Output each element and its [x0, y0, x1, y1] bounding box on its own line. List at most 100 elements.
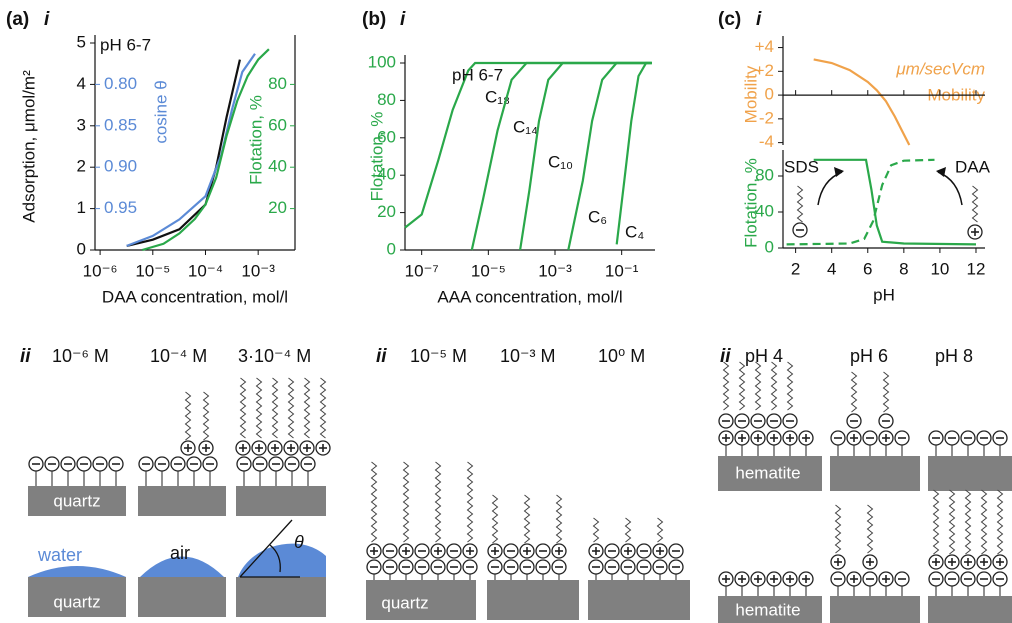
- substrate: [830, 456, 920, 491]
- x-tick-label: 12: [967, 259, 986, 278]
- chain: [798, 186, 803, 222]
- chain: [626, 518, 631, 542]
- chain: [594, 518, 599, 542]
- y-axis-label: Flotation, %: [741, 158, 760, 248]
- header: 10⁻⁵ M: [410, 346, 467, 366]
- header: 10⁻⁶ M: [52, 346, 109, 366]
- substrate: [138, 577, 226, 617]
- chain: [525, 495, 530, 543]
- chain: [982, 490, 987, 554]
- chain: [186, 392, 191, 440]
- chain: [998, 490, 1003, 554]
- chain: [740, 362, 745, 410]
- x-tick-label: 10: [930, 259, 949, 278]
- y-tick-label: 3: [77, 115, 86, 134]
- chain: [934, 490, 939, 554]
- y3-tick-label: 80: [268, 74, 287, 93]
- y2-tick-label: 0.95: [104, 198, 137, 217]
- y2-axis-label: cosine θ: [151, 80, 170, 143]
- substrate-label: quartz: [53, 592, 100, 611]
- chain: [884, 372, 889, 412]
- y-tick-label: 4: [77, 74, 86, 93]
- chain: [241, 378, 246, 438]
- panel-label: (b): [362, 9, 386, 30]
- chain: [852, 372, 857, 412]
- data-line: [617, 63, 652, 244]
- header: pH 8: [935, 346, 973, 366]
- annotation: pH 6-7: [100, 35, 151, 54]
- y-tick-label: 1: [77, 198, 86, 217]
- x-tick-label: 10⁻⁴: [188, 261, 223, 280]
- panel-part: i: [756, 9, 762, 30]
- chain: [724, 362, 729, 410]
- y-tick-label: 0: [765, 85, 774, 104]
- panel-label: (c): [718, 9, 741, 30]
- arrow: [938, 172, 962, 205]
- chain: [950, 490, 955, 554]
- series-label: C₁₀: [548, 152, 573, 171]
- page: 10⁻⁶10⁻⁵10⁻⁴10⁻³0123450.800.850.900.9520…: [0, 0, 1012, 623]
- figure: 10⁻⁶10⁻⁵10⁻⁴10⁻³0123450.800.850.900.9520…: [0, 0, 1012, 623]
- chain: [557, 495, 562, 543]
- chain: [289, 378, 294, 438]
- y3-axis-label: Flotation, %: [246, 95, 265, 185]
- angle-label: θ: [294, 532, 304, 552]
- y-tick-label: 2: [77, 157, 86, 176]
- chain: [973, 186, 978, 222]
- y-tick-label: 20: [377, 202, 396, 221]
- x-tick-label: 10⁻³: [241, 261, 275, 280]
- chain: [966, 490, 971, 554]
- x-axis-label: AAA concentration, mol/l: [437, 287, 622, 306]
- substrate-label: hematite: [735, 463, 800, 482]
- y3-tick-label: 60: [268, 115, 287, 134]
- y-axis-label: Flotation, %: [367, 112, 386, 202]
- substrate: [236, 486, 326, 516]
- chain: [658, 518, 663, 542]
- chain: [404, 462, 409, 542]
- series-label: DAA: [955, 157, 991, 176]
- series-label: C₁₄: [513, 117, 538, 136]
- x-tick-label: 10⁻⁵: [135, 261, 170, 280]
- x-tick-label: 10⁻⁵: [471, 261, 506, 280]
- y-tick-label: -2: [759, 108, 774, 127]
- chain: [493, 495, 498, 543]
- chain: [273, 378, 278, 438]
- y-tick-label: 80: [377, 90, 396, 109]
- x-tick-label: 10⁻¹: [605, 261, 639, 280]
- chain: [772, 362, 777, 410]
- chain: [788, 362, 793, 410]
- header: pH 6: [850, 346, 888, 366]
- chain: [756, 362, 761, 410]
- chain: [868, 505, 873, 553]
- annotation: μm/secVcm: [895, 59, 985, 78]
- x-tick-label: 10⁻³: [538, 261, 572, 280]
- y-axis-label: Adsorption, μmol/m²: [19, 70, 38, 223]
- chain: [257, 378, 262, 438]
- x-tick-label: 4: [827, 259, 836, 278]
- header: pH 4: [745, 346, 783, 366]
- chain: [305, 378, 310, 438]
- header: 10⁰ M: [598, 346, 645, 366]
- y-tick-label: -4: [759, 132, 774, 151]
- y-tick-label: 100: [368, 52, 396, 71]
- header: 3·10⁻⁴ M: [238, 346, 311, 366]
- substrate: [928, 456, 1012, 491]
- x-tick-label: 10⁻⁷: [405, 261, 439, 280]
- chain: [468, 462, 473, 542]
- y2-tick-label: 0.85: [104, 115, 137, 134]
- substrate: [928, 596, 1012, 623]
- series-label: SDS: [784, 157, 819, 176]
- y-tick-label: +4: [755, 37, 774, 56]
- header: 10⁻⁴ M: [150, 346, 207, 366]
- x-axis-label: pH: [873, 285, 895, 304]
- substrate: [236, 577, 326, 617]
- water-drop: [28, 566, 126, 577]
- substrate: [588, 580, 690, 620]
- panel-part: i: [44, 9, 50, 30]
- chain: [436, 462, 441, 542]
- panel-part: ii: [20, 346, 31, 367]
- chain: [321, 378, 326, 438]
- panel-label: (a): [6, 9, 29, 30]
- x-tick-label: 10⁻⁶: [83, 261, 118, 280]
- x-axis-label: DAA concentration, mol/l: [102, 287, 288, 306]
